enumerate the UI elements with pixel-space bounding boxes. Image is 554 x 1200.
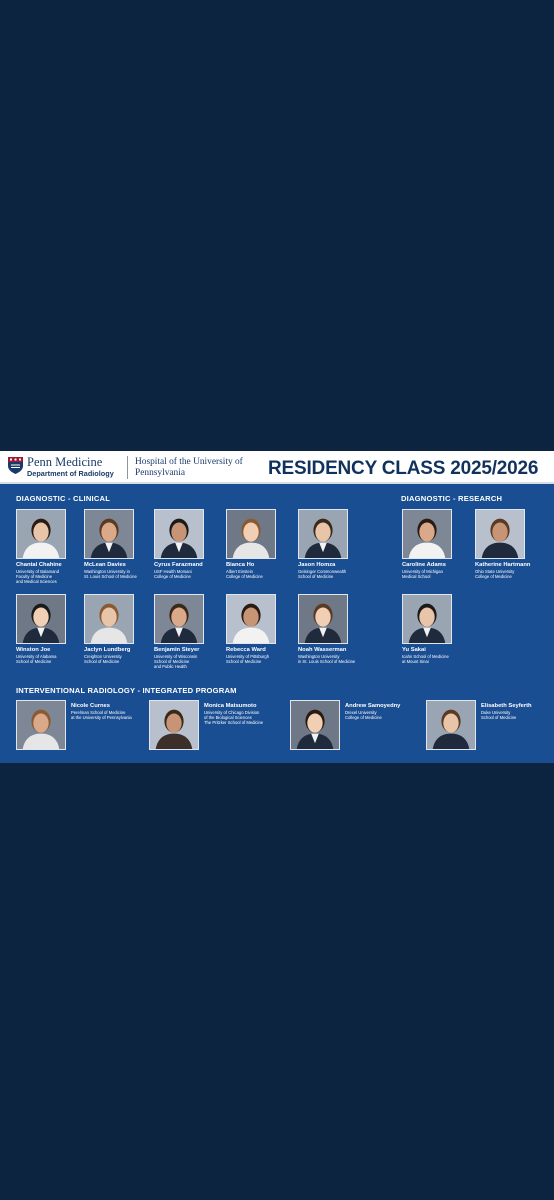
resident-school: University of Alabama School of Medicine xyxy=(16,654,57,665)
resident-photo xyxy=(84,594,134,644)
resident-school: University of Chicago Division of the Bi… xyxy=(204,710,264,726)
resident-school: University of Wisconsin School of Medici… xyxy=(154,654,198,670)
resident-card: Caroline Adams University of Michigan Med… xyxy=(402,509,470,579)
resident-name: Winston Joe xyxy=(16,647,51,653)
resident-card: McLean Davies Washington University in St… xyxy=(84,509,152,579)
resident-name: Caroline Adams xyxy=(402,562,446,568)
resident-card: Bianca Ho Albert Einstein College of Medi… xyxy=(226,509,294,579)
resident-photo xyxy=(16,594,66,644)
resident-card: Jaclyn Lundberg Creighton University Scho… xyxy=(84,594,152,664)
resident-school: Washington University in St. Louis Schoo… xyxy=(84,569,137,580)
resident-photo xyxy=(84,509,134,559)
org-name: Penn Medicine xyxy=(27,455,103,469)
resident-card: Andrew Samoyedny Drexel University Colleg… xyxy=(290,700,400,750)
resident-card: Elisabeth Seyferth Duke University School… xyxy=(426,700,532,750)
header-bar: Penn Medicine Department of Radiology Ho… xyxy=(0,451,554,484)
resident-card: Winston Joe University of Alabama School … xyxy=(16,594,84,664)
resident-name: Yu Sakai xyxy=(402,647,426,653)
resident-name: Benjamin Steyer xyxy=(154,647,200,653)
resident-school: USF Health Morsani College of Medicine xyxy=(154,569,192,580)
resident-name: Rebecca Ward xyxy=(226,647,266,653)
resident-photo xyxy=(149,700,199,750)
resident-name: Monica Matsumoto xyxy=(204,703,257,709)
resident-school: Washington University in St. Louis Schoo… xyxy=(298,654,356,665)
resident-name: Bianca Ho xyxy=(226,562,255,568)
resident-photo xyxy=(402,509,452,559)
resident-school: Duke University School of Medicine xyxy=(481,710,517,721)
resident-name: McLean Davies xyxy=(84,562,126,568)
resident-name: Jason Homza xyxy=(298,562,336,568)
resident-school: University of Balamand Faculty of Medici… xyxy=(16,569,60,585)
department-name: Department of Radiology xyxy=(27,469,114,478)
resident-card: Rebecca Ward University of Pittsburgh Sch… xyxy=(226,594,294,664)
resident-school: Creighton University School of Medicine xyxy=(84,654,122,665)
resident-photo xyxy=(290,700,340,750)
resident-card: Benjamin Steyer University of Wisconsin S… xyxy=(154,594,222,670)
resident-photo xyxy=(226,594,276,644)
residency-class-board: Penn Medicine Department of Radiology Ho… xyxy=(0,451,554,763)
resident-photo xyxy=(154,509,204,559)
section-clinical: DIAGNOSTIC - CLINICAL xyxy=(16,494,111,503)
resident-card: Nicole Curnes Perelman School of Medicine… xyxy=(16,700,132,750)
header-divider xyxy=(127,456,128,479)
resident-card: Monica Matsumoto University of Chicago Di… xyxy=(149,700,263,750)
resident-name: Nicole Curnes xyxy=(71,703,110,709)
resident-name: Jaclyn Lundberg xyxy=(84,647,131,653)
resident-school: Ohio State University College of Medicin… xyxy=(475,569,515,580)
resident-name: Andrew Samoyedny xyxy=(345,703,401,709)
resident-school: University of Michigan Medical School xyxy=(402,569,443,580)
resident-photo xyxy=(226,509,276,559)
resident-photo xyxy=(298,509,348,559)
resident-name: Noah Wasserman xyxy=(298,647,347,653)
resident-photo xyxy=(16,700,66,750)
resident-school: Icahn School of Medicine at Mount Sinai xyxy=(402,654,449,665)
resident-name: Chantal Chahine xyxy=(16,562,62,568)
page-title: RESIDENCY CLASS 2025/2026 xyxy=(268,458,539,479)
resident-card: Yu Sakai Icahn School of Medicine at Moun… xyxy=(402,594,470,664)
resident-school: Albert Einstein College of Medicine xyxy=(226,569,263,580)
resident-card: Noah Wasserman Washington University in S… xyxy=(298,594,366,664)
resident-photo xyxy=(402,594,452,644)
resident-name: Katherine Hartmann xyxy=(475,562,531,568)
resident-card: Cyrus Farazmand USF Health Morsani Colleg… xyxy=(154,509,222,579)
resident-school: University of Pittsburgh School of Medic… xyxy=(226,654,270,665)
resident-school: Geisinger Commonwealth School of Medicin… xyxy=(298,569,347,580)
resident-name: Cyrus Farazmand xyxy=(154,562,203,568)
penn-shield-icon xyxy=(8,457,23,474)
resident-photo xyxy=(16,509,66,559)
resident-card: Jason Homza Geisinger Commonwealth School… xyxy=(298,509,366,579)
section-research: DIAGNOSTIC - RESEARCH xyxy=(401,494,503,503)
resident-photo xyxy=(298,594,348,644)
resident-name: Elisabeth Seyferth xyxy=(481,703,532,709)
resident-school: Drexel University College of Medicine xyxy=(345,710,382,721)
resident-card: Chantal Chahine University of Balamand Fa… xyxy=(16,509,84,585)
resident-school: Perelman School of Medicine at the Unive… xyxy=(71,710,132,721)
hospital-name: Hospital of the University of Pennsylvan… xyxy=(135,457,243,478)
resident-card: Katherine Hartmann Ohio State University … xyxy=(475,509,543,579)
resident-photo xyxy=(154,594,204,644)
resident-photo xyxy=(475,509,525,559)
resident-photo xyxy=(426,700,476,750)
section-ir: INTERVENTIONAL RADIOLOGY - INTEGRATED PR… xyxy=(16,686,237,695)
